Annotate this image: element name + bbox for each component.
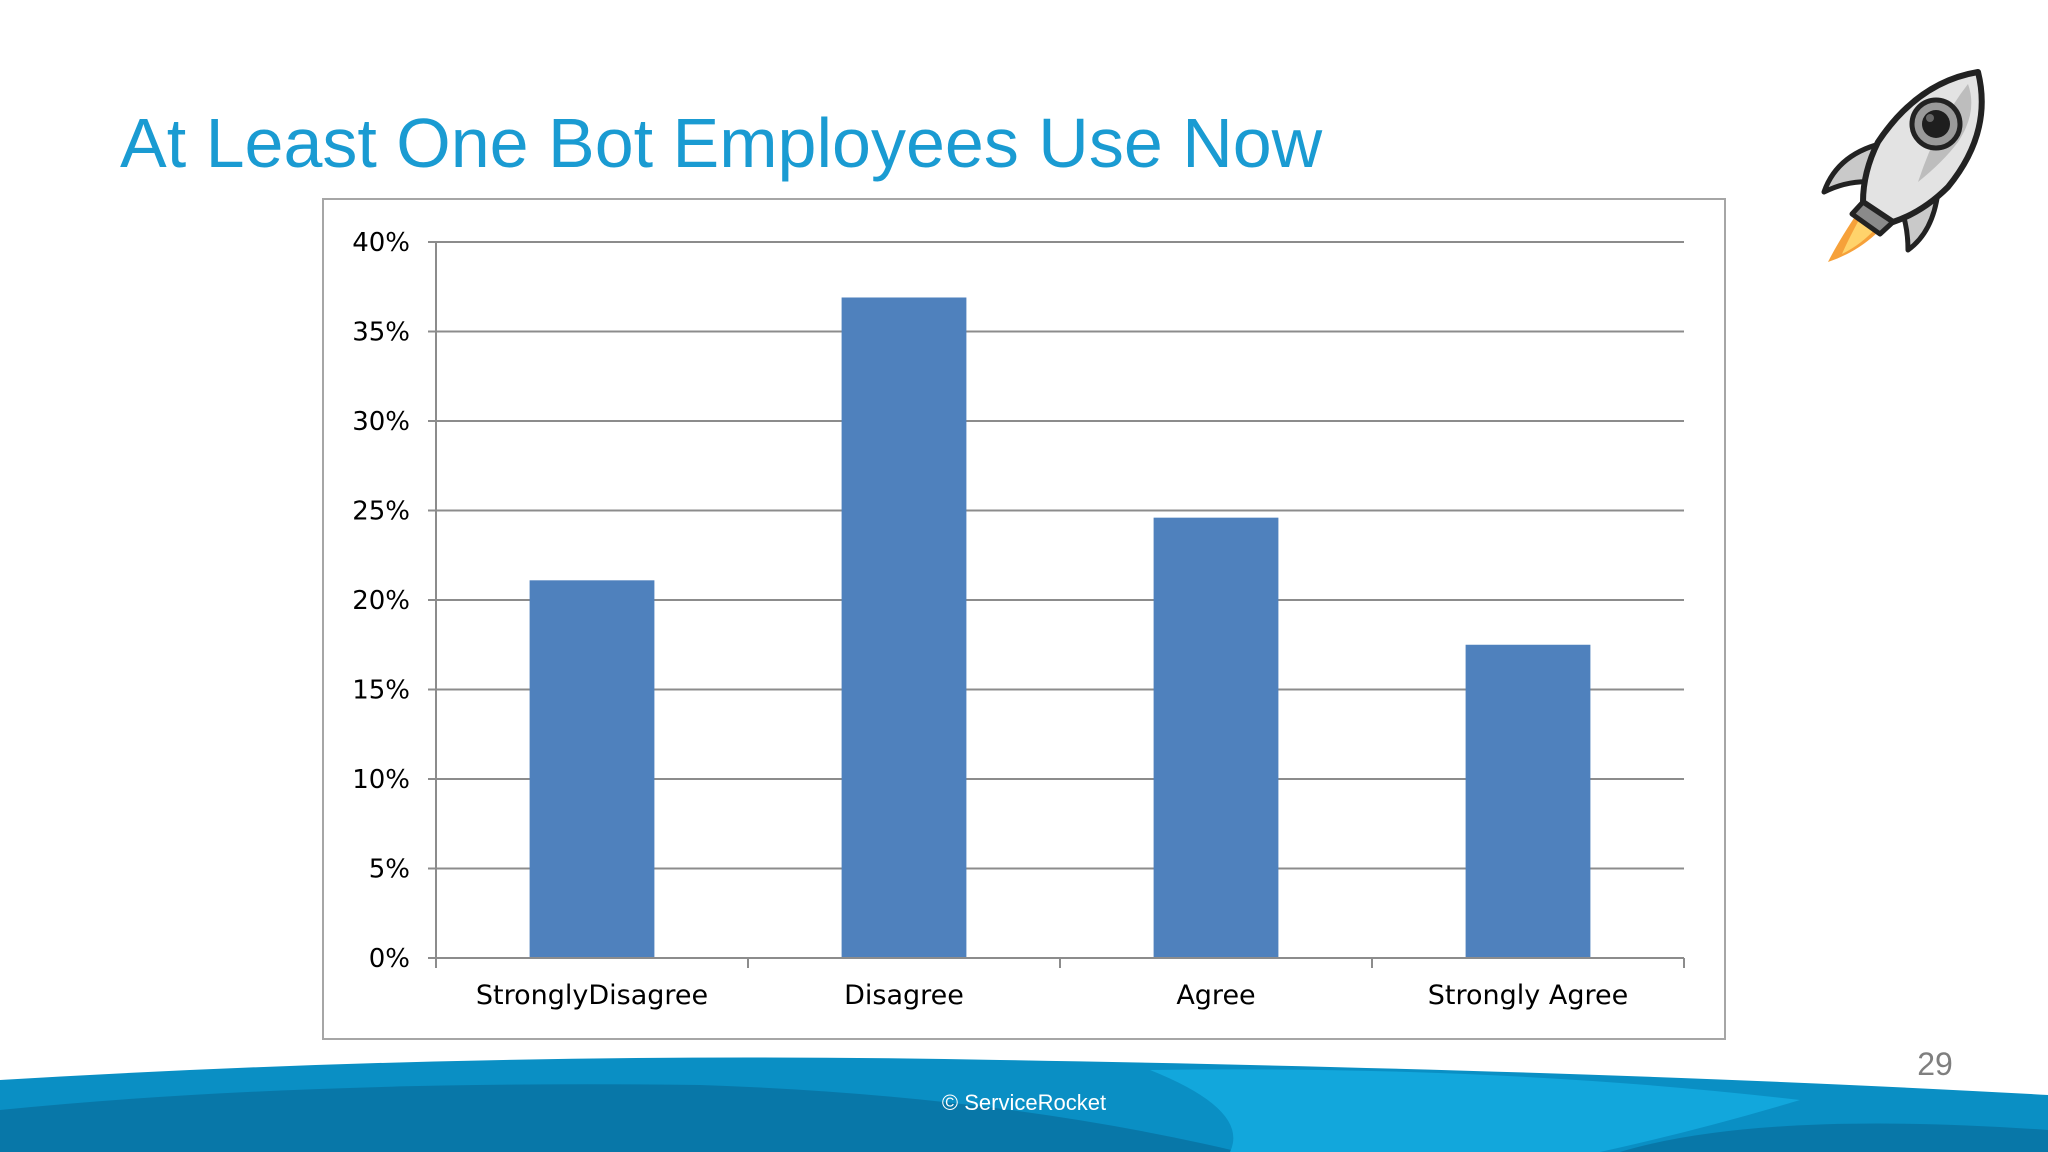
bars (529, 297, 1591, 958)
bar (841, 297, 967, 958)
y-tick-label: 0% (369, 944, 410, 974)
y-tick-label: 15% (352, 676, 410, 706)
x-tick-label: Disagree (844, 980, 964, 1011)
y-tick-label: 40% (352, 228, 410, 258)
copyright-text: © ServiceRocket (941, 1090, 1107, 1115)
bar (1153, 517, 1279, 958)
slide-title: At Least One Bot Employees Use Now (120, 104, 1323, 182)
footer-wave (0, 1057, 2048, 1152)
x-tick-label: StronglyDisagree (476, 980, 708, 1011)
y-tick-label: 25% (352, 497, 410, 527)
y-tick-label: 10% (352, 765, 410, 795)
chart-frame: 0% 5% 10% 15% 20% 25% 30% 35% 40% StronglyDisagre… (322, 198, 1726, 1040)
page-number: 29 (1917, 1046, 1953, 1082)
bar (529, 580, 655, 958)
bar (1465, 644, 1591, 958)
axis-labels: 0% 5% 10% 15% 20% 25% 30% 35% 40% StronglyDisagre… (352, 228, 1628, 1011)
bar-chart: 0% 5% 10% 15% 20% 25% 30% 35% 40% StronglyDisagre… (352, 228, 1685, 1011)
y-tick-label: 20% (352, 586, 410, 616)
rocket-icon (1821, 69, 1985, 262)
y-tick-label: 35% (352, 318, 410, 348)
y-tick-label: 30% (352, 407, 410, 437)
x-tick-label: Agree (1176, 980, 1255, 1011)
y-tick-label: 5% (369, 855, 410, 885)
axes (428, 241, 1685, 968)
x-tick-label: Strongly Agree (1428, 980, 1628, 1011)
